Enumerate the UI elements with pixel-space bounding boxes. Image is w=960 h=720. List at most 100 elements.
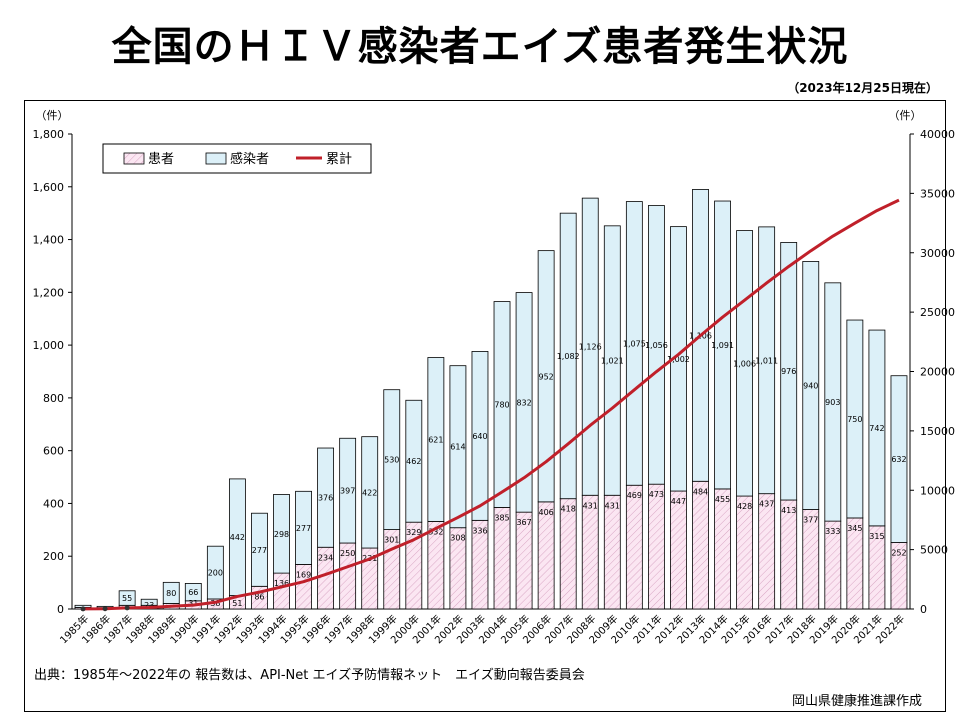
data-label-infected: 742 bbox=[869, 424, 884, 433]
y-left-tick-label: 200 bbox=[43, 550, 64, 563]
data-label-patients: 455 bbox=[715, 495, 730, 504]
bar-patients bbox=[603, 494, 621, 610]
bar-infected bbox=[515, 292, 533, 513]
y-left-tick-label: 1,000 bbox=[33, 339, 65, 352]
legend-label-cumulative: 累計 bbox=[326, 151, 352, 167]
bar-infected bbox=[890, 375, 908, 543]
data-label-patients: 431 bbox=[605, 501, 620, 510]
data-label-infected: 200 bbox=[208, 569, 223, 578]
bar-patients bbox=[559, 498, 577, 610]
data-label-infected: 952 bbox=[538, 372, 553, 381]
data-label-patients: 136 bbox=[274, 579, 289, 588]
bar-infected bbox=[383, 389, 401, 530]
data-label-infected: 750 bbox=[847, 415, 862, 424]
bar-patients bbox=[625, 484, 643, 610]
y-right-tick-label: 25000 bbox=[920, 306, 955, 319]
y-left-tick-label: 400 bbox=[43, 497, 64, 510]
data-label-patients: 333 bbox=[825, 527, 840, 536]
bar-infected bbox=[758, 226, 776, 495]
data-label-infected: 422 bbox=[362, 488, 377, 497]
bar-infected bbox=[802, 261, 820, 510]
y-right-tick-label: 30000 bbox=[920, 247, 955, 260]
data-label-infected: 442 bbox=[230, 533, 245, 542]
data-label-infected: 1,082 bbox=[557, 352, 580, 361]
y-left-tick-label: 0 bbox=[57, 603, 64, 616]
y-left-tick-label: 1,200 bbox=[33, 286, 65, 299]
data-label-infected: 277 bbox=[296, 524, 311, 533]
data-label-patients: 413 bbox=[781, 506, 796, 515]
bar-infected bbox=[361, 436, 379, 549]
y-right-tick-label: 40000 bbox=[920, 128, 955, 141]
bar-infected bbox=[140, 598, 158, 606]
data-label-infected: 1,002 bbox=[667, 355, 690, 364]
line-cumulative bbox=[83, 198, 900, 611]
y-right-unit: （件） bbox=[889, 109, 922, 122]
legend-swatch-infected bbox=[205, 152, 227, 165]
y-right-tick-label: 15000 bbox=[920, 425, 955, 438]
data-label-patients: 315 bbox=[869, 532, 884, 541]
y-left-tick-label: 1,400 bbox=[33, 234, 65, 247]
y-left-tick-label: 600 bbox=[43, 445, 64, 458]
date-note: （2023年12月25日現在） bbox=[787, 81, 938, 95]
data-label-infected: 780 bbox=[494, 400, 509, 409]
data-label-patients: 437 bbox=[759, 500, 774, 509]
data-label-patients: 431 bbox=[583, 501, 598, 510]
data-label-patients: 367 bbox=[516, 518, 531, 527]
bar-infected bbox=[427, 357, 445, 522]
bar-infected bbox=[162, 581, 180, 604]
data-label-patients: 473 bbox=[649, 490, 664, 499]
legend-label-infected: 感染者 bbox=[230, 151, 269, 167]
bar-patients bbox=[670, 490, 687, 610]
data-label-infected: 1,075 bbox=[623, 339, 646, 348]
data-label-infected: 462 bbox=[406, 457, 421, 466]
data-label-patients: 428 bbox=[737, 502, 752, 511]
legend-swatch-patients bbox=[123, 152, 145, 165]
legend-label-patients: 患者 bbox=[148, 152, 174, 167]
data-label-infected: 903 bbox=[825, 398, 840, 407]
data-label-infected: 976 bbox=[781, 367, 796, 376]
data-label-infected: 298 bbox=[274, 530, 289, 539]
data-label-patients: 250 bbox=[340, 549, 355, 558]
data-label-patients: 308 bbox=[450, 534, 465, 543]
bar-infected bbox=[625, 201, 643, 486]
data-label-patients: 345 bbox=[847, 524, 862, 533]
data-label-patients: 469 bbox=[627, 491, 642, 500]
bar-infected bbox=[449, 365, 467, 529]
data-label-infected: 66 bbox=[188, 588, 198, 597]
data-label-patients: 418 bbox=[561, 505, 576, 514]
data-label-patients: 329 bbox=[406, 528, 421, 537]
data-label-infected: 832 bbox=[516, 398, 531, 407]
data-label-patients: 301 bbox=[384, 536, 399, 545]
data-label-patients: 86 bbox=[254, 592, 264, 601]
data-label-patients: 484 bbox=[693, 487, 708, 496]
data-label-infected: 621 bbox=[428, 435, 443, 444]
bar-infected bbox=[559, 212, 577, 500]
data-label-infected: 940 bbox=[803, 381, 818, 390]
source-note: 出典：1985年～2022年の 報告数は、API-Net エイズ予防情報ネット … bbox=[34, 668, 585, 683]
data-label-patients: 51 bbox=[232, 599, 242, 608]
bar-patients bbox=[537, 501, 555, 610]
data-label-patients: 31 bbox=[188, 599, 198, 608]
data-label-infected: 614 bbox=[450, 443, 465, 452]
y-right-tick-label: 0 bbox=[920, 603, 927, 616]
data-label-infected: 397 bbox=[340, 487, 355, 496]
data-label-patients: 447 bbox=[671, 497, 686, 506]
data-label-infected: 80 bbox=[166, 589, 176, 598]
bar-patients bbox=[780, 499, 798, 610]
data-label-patients: 377 bbox=[803, 516, 818, 525]
legend-box bbox=[102, 143, 372, 174]
bar-patients bbox=[714, 488, 731, 610]
y-left-tick-label: 1,800 bbox=[33, 128, 65, 141]
bar-infected bbox=[273, 494, 290, 574]
data-label-infected: 376 bbox=[318, 494, 333, 503]
line-point-cumulative bbox=[80, 606, 86, 612]
bar-infected bbox=[714, 200, 731, 490]
bar-infected bbox=[493, 301, 511, 508]
data-label-infected: 1,126 bbox=[579, 343, 602, 352]
data-label-infected: 277 bbox=[252, 546, 267, 555]
bar-infected bbox=[846, 319, 864, 519]
bar-patients bbox=[692, 480, 709, 610]
bar-patients bbox=[758, 493, 776, 610]
y-left-tick-label: 1,600 bbox=[33, 181, 65, 194]
